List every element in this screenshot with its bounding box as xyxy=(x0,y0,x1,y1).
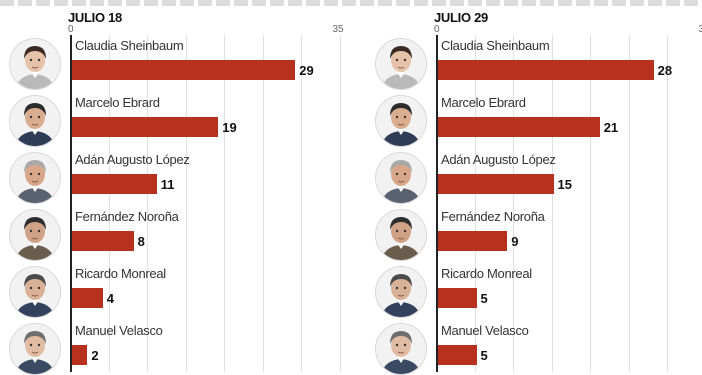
data-label: 2 xyxy=(91,348,98,363)
axis-tick-label: 35 xyxy=(333,24,344,35)
bar xyxy=(438,288,477,308)
gridline xyxy=(475,35,476,372)
bar xyxy=(72,231,134,251)
axis-tick-label: 3 xyxy=(699,24,702,35)
candidate-name: Claudia Sheinbaum xyxy=(75,38,183,53)
data-label: 8 xyxy=(138,234,145,249)
person-photo-icon xyxy=(9,323,61,375)
person-photo-icon xyxy=(9,266,61,318)
person-photo-icon xyxy=(375,38,427,90)
person-photo-icon xyxy=(375,323,427,375)
data-label: 29 xyxy=(299,63,313,78)
data-label: 15 xyxy=(558,177,572,192)
y-axis-line xyxy=(436,35,438,372)
gridline xyxy=(552,35,553,372)
person-photo-icon xyxy=(375,95,427,147)
gridline xyxy=(590,35,591,372)
person-photo-icon xyxy=(375,152,427,204)
candidate-name: Ricardo Monreal xyxy=(441,266,532,281)
data-label: 21 xyxy=(604,120,618,135)
axis-tick-label: 0 xyxy=(434,24,440,35)
bar xyxy=(438,117,600,137)
bar xyxy=(72,174,157,194)
gridline xyxy=(263,35,264,372)
bar xyxy=(72,288,103,308)
person-photo-icon xyxy=(9,152,61,204)
person-photo-icon xyxy=(9,38,61,90)
person-photo-icon xyxy=(375,266,427,318)
bar xyxy=(438,231,507,251)
person-photo-icon xyxy=(375,209,427,261)
person-photo-icon xyxy=(9,209,61,261)
chart-title: JULIO 18 xyxy=(68,10,122,25)
y-axis-line xyxy=(70,35,72,372)
candidate-name: Claudia Sheinbaum xyxy=(441,38,549,53)
bar xyxy=(438,345,477,365)
bar xyxy=(438,60,654,80)
gridline xyxy=(147,35,148,372)
bar xyxy=(72,345,87,365)
axis-tick-label: 0 xyxy=(68,24,74,35)
data-label: 5 xyxy=(481,348,488,363)
data-label: 9 xyxy=(511,234,518,249)
data-label: 4 xyxy=(107,291,114,306)
chart-title: JULIO 29 xyxy=(434,10,488,25)
gridline xyxy=(340,35,341,372)
gridline xyxy=(513,35,514,372)
bar xyxy=(72,60,295,80)
candidate-name: Adán Augusto López xyxy=(75,152,190,167)
candidate-name: Fernández Noroña xyxy=(441,209,545,224)
data-label: 28 xyxy=(658,63,672,78)
data-label: 5 xyxy=(481,291,488,306)
candidate-name: Fernández Noroña xyxy=(75,209,179,224)
gridline xyxy=(186,35,187,372)
gridline xyxy=(109,35,110,372)
bar xyxy=(438,174,554,194)
candidate-name: Manuel Velasco xyxy=(441,323,529,338)
gridline xyxy=(667,35,668,372)
gridline xyxy=(224,35,225,372)
data-label: 11 xyxy=(161,177,175,192)
person-photo-icon xyxy=(9,95,61,147)
candidate-name: Marcelo Ebrard xyxy=(75,95,160,110)
gridline xyxy=(629,35,630,372)
gridline xyxy=(301,35,302,372)
candidate-name: Manuel Velasco xyxy=(75,323,163,338)
candidate-name: Marcelo Ebrard xyxy=(441,95,526,110)
candidate-name: Ricardo Monreal xyxy=(75,266,166,281)
bar xyxy=(72,117,218,137)
data-label: 19 xyxy=(222,120,236,135)
candidate-name: Adán Augusto López xyxy=(441,152,556,167)
